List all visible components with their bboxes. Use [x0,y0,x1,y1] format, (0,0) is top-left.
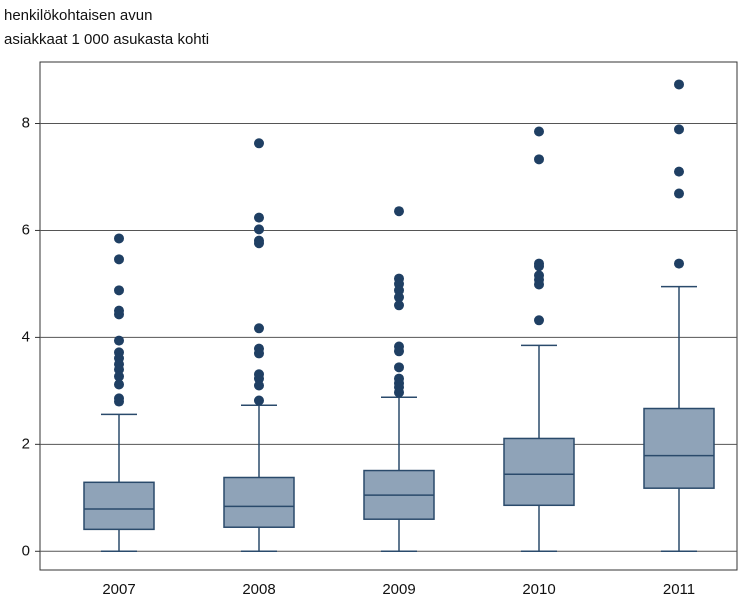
y-tick-label: 6 [22,221,30,238]
outlier [114,371,124,382]
outlier [114,379,124,390]
outlier [674,124,684,135]
outlier [394,292,404,303]
outlier [394,346,404,357]
outlier [254,212,264,223]
outlier [114,309,124,320]
plot-frame [39,61,738,571]
box [503,437,575,507]
x-tick-label: 2007 [102,581,135,598]
outlier [254,380,264,391]
outlier [674,79,684,90]
outlier [254,395,264,406]
x-tick-label: 2009 [382,581,415,598]
outlier [114,335,124,346]
x-tick-label: 2010 [522,581,555,598]
y-label-line: asiakkaat 1 000 asukasta kohti [4,31,209,48]
y-label-line: henkilökohtaisen avun [4,7,152,24]
outlier [674,188,684,199]
outlier [254,373,264,384]
y-tick-label: 8 [22,114,30,131]
outlier [674,258,684,269]
outlier [114,233,124,244]
outlier [394,206,404,217]
y-tick-label: 2 [22,435,30,452]
outlier [674,166,684,177]
outlier [254,224,264,235]
outlier [394,362,404,373]
outlier [254,238,264,249]
x-tick-label: 2008 [242,581,275,598]
outlier [114,285,124,296]
outlier [534,261,544,272]
y-tick-label: 4 [22,328,30,345]
outlier [534,154,544,165]
x-tick-label: 2011 [663,581,695,598]
outlier [534,315,544,326]
outlier [114,364,124,375]
outlier [394,387,404,398]
box [83,481,155,531]
outlier [114,396,124,407]
box [223,476,295,528]
outlier [254,138,264,149]
outlier [254,348,264,359]
outlier [534,126,544,137]
outlier [534,279,544,290]
box [643,407,715,489]
outlier [114,254,124,265]
outlier [254,323,264,334]
outlier [394,285,404,296]
outlier [394,300,404,311]
y-tick-label: 0 [22,542,30,559]
